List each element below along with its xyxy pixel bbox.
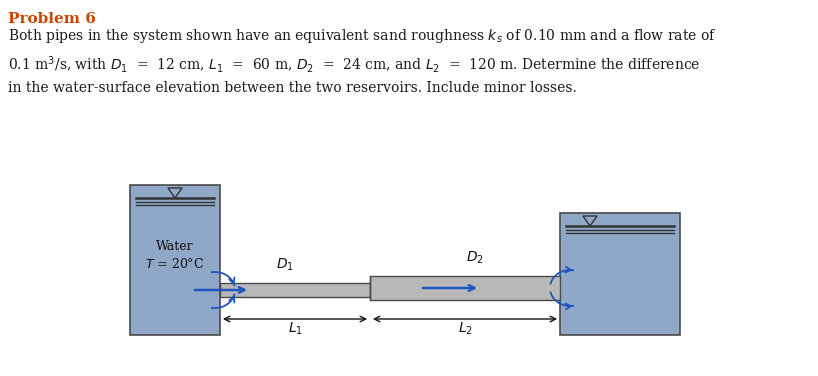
Text: Water
$T$ = 20°C: Water $T$ = 20°C xyxy=(146,240,204,271)
Text: $L_2$: $L_2$ xyxy=(457,321,473,337)
Bar xyxy=(560,213,680,335)
Text: $D_1$: $D_1$ xyxy=(276,256,294,273)
Bar xyxy=(220,283,370,297)
Text: $L_1$: $L_1$ xyxy=(287,321,303,337)
Bar xyxy=(370,276,560,300)
Bar xyxy=(130,185,220,335)
Text: $D_2$: $D_2$ xyxy=(466,250,484,266)
Text: Problem 6: Problem 6 xyxy=(8,12,96,26)
Text: Both pipes in the system shown have an equivalent sand roughness $k_s$ of 0.10 m: Both pipes in the system shown have an e… xyxy=(8,27,717,95)
